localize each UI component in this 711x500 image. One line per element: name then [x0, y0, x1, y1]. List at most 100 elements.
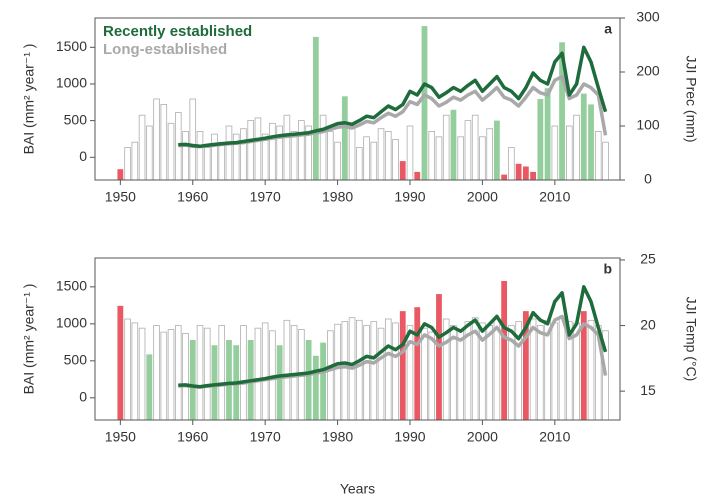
bar: [290, 130, 298, 181]
y2-tick-label: 20: [640, 316, 656, 332]
bar: [160, 104, 168, 181]
bar: [522, 166, 529, 180]
bar: [189, 339, 196, 420]
bar: [392, 139, 399, 181]
bar: [174, 325, 182, 421]
bar: [334, 323, 341, 421]
x-tick-label: 1990: [394, 429, 425, 445]
bar: [312, 355, 319, 420]
bar: [247, 120, 254, 181]
bar: [196, 130, 204, 181]
bar: [435, 136, 443, 181]
x-tick-label: 1960: [177, 189, 208, 205]
bar: [573, 114, 580, 181]
bar: [334, 141, 341, 181]
bar: [515, 163, 522, 180]
bar: [370, 321, 378, 421]
bar: [392, 322, 399, 421]
bar: [428, 331, 436, 421]
bar: [529, 318, 537, 421]
bar: [537, 99, 544, 180]
bar: [464, 120, 472, 181]
y-tick-label: 1000: [56, 75, 87, 91]
bar: [399, 311, 406, 420]
bar: [580, 93, 587, 180]
bar: [167, 122, 175, 181]
bar: [450, 109, 457, 180]
bar: [399, 161, 406, 180]
bar: [537, 325, 544, 421]
bar: [189, 98, 197, 181]
bar: [146, 125, 153, 181]
bar: [494, 120, 500, 180]
bar: [363, 136, 370, 181]
bar: [226, 339, 232, 420]
bar: [406, 325, 414, 421]
y2-tick-label: 15: [640, 382, 656, 398]
bar: [182, 130, 189, 181]
bar: [559, 42, 565, 180]
bar: [312, 36, 319, 181]
line: [178, 45, 608, 149]
bar: [225, 125, 233, 181]
bar: [305, 339, 312, 420]
bar: [298, 120, 305, 181]
y2-tick-label: 200: [636, 63, 660, 79]
bar: [254, 327, 262, 421]
x-tick-label: 1970: [250, 189, 281, 205]
x-tick-label: 1950: [105, 189, 136, 205]
x-tick-label: 2010: [539, 189, 570, 205]
bar: [320, 342, 326, 420]
bar: [384, 318, 392, 421]
x-tick-label: 1990: [394, 189, 425, 205]
bar: [240, 325, 247, 421]
bar: [203, 147, 211, 181]
y-tick-label: 0: [79, 148, 87, 164]
bar: [211, 133, 218, 181]
y-tick-label: 1500: [56, 38, 87, 54]
legend-entry: Long-established: [103, 41, 227, 58]
bar: [327, 130, 334, 181]
bar: [486, 128, 493, 181]
bar: [160, 331, 168, 421]
bar: [471, 114, 479, 181]
bar: [414, 307, 421, 420]
bar: [182, 333, 189, 421]
bar: [493, 318, 501, 421]
bar: [146, 354, 153, 420]
bar: [594, 130, 602, 181]
bar: [341, 96, 348, 180]
x-tick-label: 1950: [105, 429, 136, 445]
bar: [348, 125, 356, 181]
bar: [457, 136, 464, 181]
y-axis-label: BAI (mm² year⁻¹ ): [21, 284, 37, 395]
y-tick-label: 1000: [56, 315, 87, 331]
bar: [138, 114, 146, 181]
x-tick-label: 1970: [250, 429, 281, 445]
y-tick-label: 0: [79, 389, 87, 405]
bar: [428, 130, 436, 181]
line: [178, 285, 608, 389]
bar: [356, 147, 363, 181]
bar: [551, 125, 559, 181]
bar: [218, 325, 226, 421]
bar: [117, 305, 124, 420]
x-tick-label: 2000: [467, 189, 498, 205]
bar: [421, 26, 428, 180]
bar: [530, 171, 536, 180]
bar: [124, 318, 131, 421]
bar: [356, 319, 363, 421]
bar: [196, 325, 204, 421]
bar: [602, 141, 609, 181]
bar: [203, 327, 211, 421]
bar: [566, 125, 573, 181]
panel-label: b: [603, 261, 612, 277]
plot-frame: [94, 17, 621, 181]
bar: [327, 330, 334, 421]
bar: [544, 88, 551, 180]
bar: [283, 319, 291, 421]
bar: [479, 136, 486, 181]
bar: [261, 322, 269, 421]
bar: [131, 141, 139, 181]
